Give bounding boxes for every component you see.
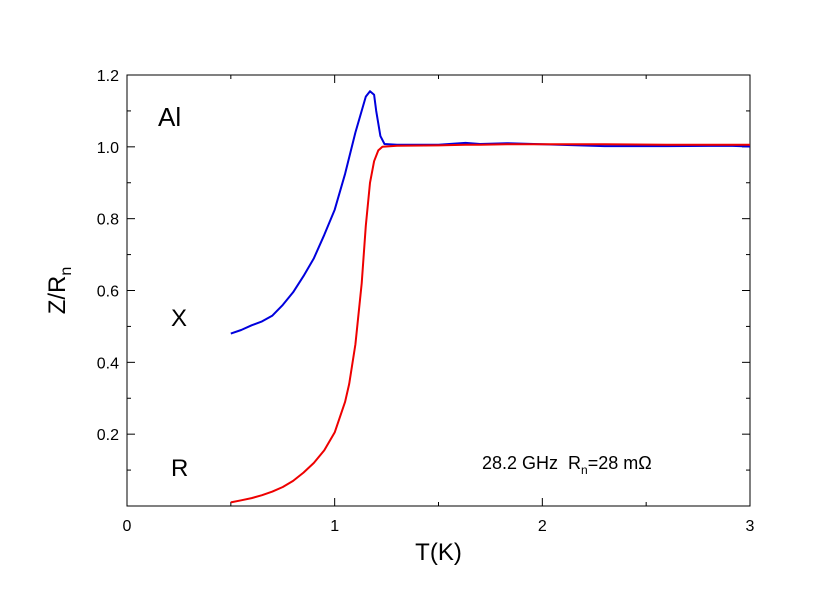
- condition-frequency: 28.2 GHz: [482, 453, 558, 473]
- condition-resistance-symbol: R: [568, 453, 581, 473]
- x-tick-label: 1: [330, 518, 339, 535]
- condition-resistance-value: =28 mΩ: [588, 453, 652, 473]
- condition-annotation: 28.2 GHz Rn=28 mΩ: [482, 453, 652, 477]
- axis-ticks: [126, 74, 751, 506]
- series-layer: [230, 90, 751, 504]
- y-tick-label: 1.2: [97, 68, 119, 85]
- y-axis-title-subscript: n: [58, 267, 75, 276]
- plot-area-frame: [126, 74, 751, 507]
- y-tick-label: 0.4: [97, 355, 119, 372]
- y-axis-title-main: Z/R: [44, 276, 71, 315]
- condition-resistance-subscript: n: [581, 463, 588, 477]
- series-r-line: [230, 143, 750, 504]
- y-tick-label: 0.2: [97, 427, 119, 444]
- x-axis-title: T(K): [415, 539, 462, 566]
- x-tick-label: 2: [538, 518, 547, 535]
- series-x-line: [230, 90, 751, 335]
- y-tick-label: 0.8: [97, 212, 119, 229]
- x-tick-label: 3: [746, 518, 755, 535]
- material-label: Al: [158, 102, 181, 132]
- y-tick-label: 0.6: [97, 284, 119, 301]
- axis-tick-labels: 0 1 2 3 0.2 0.4 0.6 0.8 1.0 1.2: [97, 68, 755, 535]
- series-r-label: R: [171, 455, 188, 482]
- y-axis-title: Z/Rn: [44, 267, 75, 315]
- x-tick-label: 0: [123, 518, 132, 535]
- y-tick-label: 1.0: [97, 140, 119, 157]
- series-x-label: X: [171, 305, 187, 332]
